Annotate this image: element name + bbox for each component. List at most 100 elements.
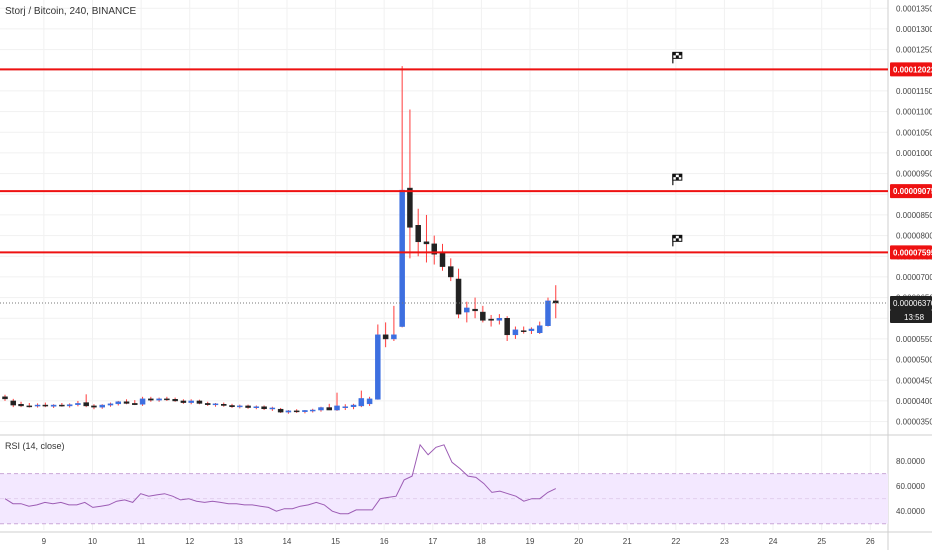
candle-body-down: [472, 308, 478, 312]
candle: [391, 305, 397, 341]
flag-icon[interactable]: [672, 173, 683, 186]
level-badge-bg: [890, 184, 932, 199]
rsi-pane: [4, 443, 557, 515]
candle: [212, 403, 219, 407]
candle: [415, 208, 421, 257]
flag-check: [672, 235, 676, 239]
candle: [245, 404, 251, 409]
candle-body-up: [66, 404, 73, 407]
candle-body-up: [50, 404, 57, 407]
candle: [115, 400, 122, 406]
candle: [512, 326, 519, 339]
time-tick-label: 18: [477, 537, 486, 546]
candle: [464, 301, 470, 323]
candle: [309, 408, 316, 413]
candle-body-down: [42, 404, 49, 407]
time-axis[interactable]: 9 10 11 12 13 14 15 16 17 18 19 20 21 22 23 24 25 26: [42, 537, 876, 546]
candle-body-down: [439, 251, 446, 267]
candle-body-down: [83, 402, 89, 407]
candle-body-up: [212, 403, 219, 406]
current-price-badge[interactable]: 0.00006370 13:58: [890, 295, 932, 323]
candle: [91, 404, 97, 410]
candle-body-up: [302, 410, 308, 412]
candle: [204, 401, 211, 406]
flag-check: [675, 55, 679, 59]
time-tick-label: 19: [526, 537, 535, 546]
candle: [253, 405, 260, 410]
candle-body-up: [342, 406, 349, 408]
flag-icon[interactable]: [672, 234, 683, 247]
time-tick-label: 17: [428, 537, 437, 546]
candle: [399, 66, 405, 328]
candle: [18, 401, 24, 408]
candle: [148, 396, 154, 402]
candle-body-up: [188, 400, 194, 403]
candle-body-down: [415, 225, 421, 243]
current-price-label: 0.00006370: [893, 299, 932, 308]
flag-check: [678, 174, 682, 178]
candle: [423, 214, 430, 263]
candles: [2, 66, 559, 414]
candle: [480, 305, 486, 323]
candle-body-down: [180, 400, 187, 403]
candle-body-up: [75, 403, 81, 405]
resistance-levels[interactable]: [0, 68, 888, 304]
level-badge-label: 0.00012022: [893, 65, 932, 74]
candle-body-up: [237, 405, 243, 408]
candle-body-down: [520, 330, 527, 332]
rsi-band: [0, 473, 888, 525]
candle: [382, 322, 389, 348]
candle-body-up: [34, 404, 41, 407]
rsi-tick-label: 60.0000: [896, 482, 925, 491]
flag-icon[interactable]: [672, 51, 683, 64]
candle-body-down: [148, 398, 154, 401]
level-badge[interactable]: 0.00012022: [890, 62, 932, 77]
candle-body-up: [309, 409, 316, 412]
candle: [302, 410, 308, 414]
level-badge-label: 0.00007595: [893, 248, 932, 257]
candle: [83, 394, 89, 408]
candle-body-down: [277, 408, 284, 413]
candle-body-down: [229, 405, 235, 407]
level-badge-bg: [890, 62, 932, 77]
chart-title: Storj / Bitcoin, 240, BINANCE: [5, 6, 136, 17]
level-badge-label: 0.00009075: [893, 187, 932, 196]
flags[interactable]: [672, 51, 683, 247]
rsi-tick-label: 80.0000: [896, 457, 925, 466]
candle-body-up: [528, 328, 535, 331]
candle-body-down: [59, 404, 65, 407]
candle: [34, 403, 41, 408]
candle: [439, 243, 446, 271]
time-tick-label: 9: [42, 537, 47, 546]
time-tick-label: 12: [185, 537, 194, 546]
candle: [407, 109, 413, 259]
level-badge[interactable]: 0.00007595: [890, 245, 932, 260]
candle-body-down: [431, 243, 437, 255]
candle: [196, 399, 203, 405]
time-tick-label: 23: [720, 537, 729, 546]
flag-check: [672, 52, 676, 56]
candle: [455, 268, 462, 319]
candle-body-down: [2, 396, 8, 400]
candle-body-up: [391, 334, 397, 340]
time-tick-label: 14: [282, 537, 291, 546]
rsi-title: RSI (14, close): [5, 441, 65, 451]
candle-body-down: [164, 398, 170, 401]
candle-body-up: [285, 410, 292, 413]
candle: [50, 404, 57, 408]
time-tick-label: 20: [574, 537, 583, 546]
level-badge[interactable]: 0.00009075: [890, 184, 932, 199]
